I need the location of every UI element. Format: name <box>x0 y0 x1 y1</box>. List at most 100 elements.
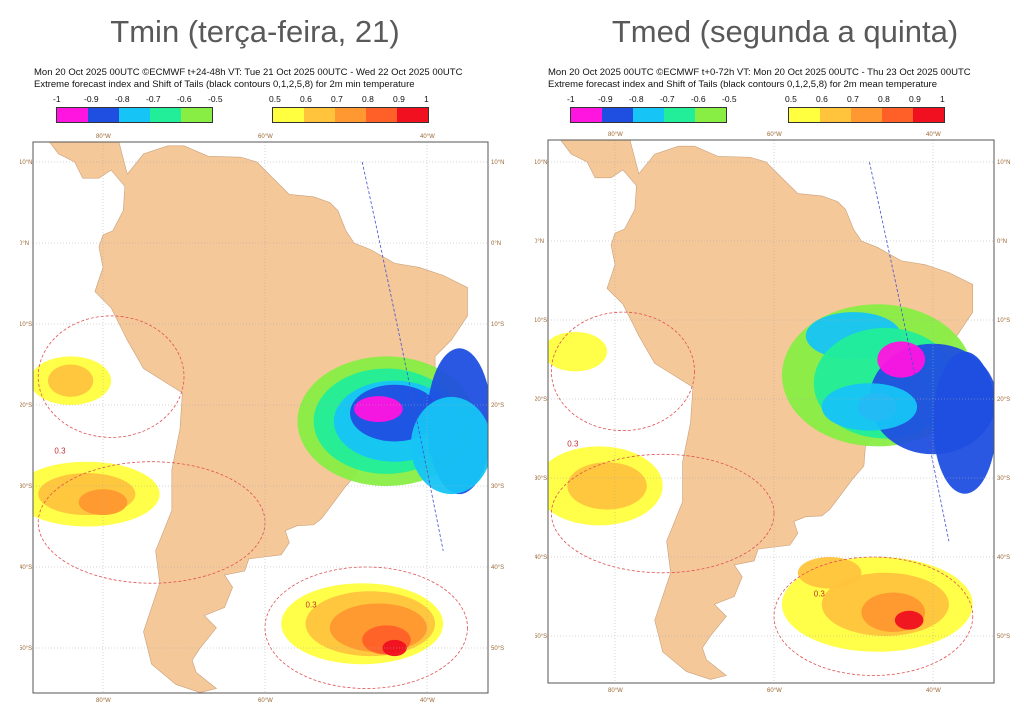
right-warm-colorbar-labels: 0.5 0.6 0.7 0.8 0.9 1 <box>785 94 971 104</box>
left-warm-colorbar-swatch <box>273 108 304 122</box>
left-cold-colorbar-tick-label: -0.7 <box>146 94 161 104</box>
left-cold-colorbar-tick-label: -0.6 <box>177 94 192 104</box>
efi-shaded-area <box>877 341 926 378</box>
right-warm-colorbar-swatch <box>851 108 882 122</box>
efi-shaded-area <box>567 462 647 510</box>
contour-label: 0.3 <box>306 601 318 610</box>
left-warm-colorbar-swatch <box>304 108 335 122</box>
right-warm-colorbar-tick-label: 0.8 <box>878 94 890 104</box>
lat-label: 20°S <box>997 397 1010 403</box>
sot-dashed-contour <box>361 161 444 551</box>
left-cold-colorbar <box>56 107 213 123</box>
lat-label: 10°S <box>997 318 1010 324</box>
left-warm-colorbar-tick-label: 1 <box>424 94 429 104</box>
efi-shaded-area <box>933 351 994 494</box>
right-warm-colorbar-tick-label: 0.5 <box>785 94 797 104</box>
left-cold-colorbar-swatch <box>119 108 150 122</box>
lat-label: 50°S <box>535 634 547 640</box>
lon-label: 40°W <box>420 134 435 140</box>
right-header-line1: Mon 20 Oct 2025 00UTC ©ECMWF t+0-72h VT:… <box>548 67 971 78</box>
sot-dashed-contour <box>37 461 266 584</box>
lat-label: 30°S <box>997 476 1010 482</box>
right-warm-colorbar-tick-label: 0.7 <box>847 94 859 104</box>
lon-label: 60°W <box>258 698 273 704</box>
lat-label: 0°N <box>20 241 29 247</box>
left-cold-colorbar-swatch <box>150 108 181 122</box>
right-warm-colorbar-swatch <box>913 108 944 122</box>
left-warm-colorbar-swatch <box>335 108 366 122</box>
map-frame <box>32 141 489 694</box>
right-cold-colorbar-tick-label: -1 <box>567 94 575 104</box>
left-warm-colorbar-tick-label: 0.6 <box>300 94 312 104</box>
map-frame <box>547 139 995 684</box>
right-cold-colorbar <box>570 107 727 123</box>
left-warm-colorbar-swatch <box>397 108 428 122</box>
contour-label: 0.3 <box>54 447 66 456</box>
right-cold-colorbar-swatch <box>633 108 664 122</box>
right-cold-colorbar-tick-label: -0.7 <box>660 94 675 104</box>
left-cold-colorbar-tick-label: -0.8 <box>115 94 130 104</box>
left-warm-colorbar-swatch <box>366 108 397 122</box>
right-cold-colorbar-swatch <box>695 108 726 122</box>
left-header-line1: Mon 20 Oct 2025 00UTC ©ECMWF t+24-48h VT… <box>34 67 463 78</box>
lat-label: 0°N <box>535 239 544 245</box>
lat-label: 10°S <box>20 322 32 328</box>
lat-label: 0°N <box>491 241 501 247</box>
lat-label: 10°N <box>491 160 504 166</box>
lat-label: 10°N <box>20 160 32 166</box>
left-cold-colorbar-swatch <box>181 108 212 122</box>
lon-label: 60°W <box>767 132 782 138</box>
contour-label: 0.3 <box>567 439 579 448</box>
efi-shaded-area <box>410 396 488 495</box>
left-warm-colorbar-tick-label: 0.8 <box>362 94 374 104</box>
efi-shaded-area <box>821 383 918 431</box>
left-map-title: Tmin (terça-feira, 21) <box>110 14 400 49</box>
left-warm-colorbar-tick-label: 0.5 <box>269 94 281 104</box>
left-header-line2: Extreme forecast index and Shift of Tail… <box>34 79 415 90</box>
lon-label: 60°W <box>767 688 782 693</box>
lat-label: 40°S <box>20 565 32 571</box>
right-cold-colorbar-tick-label: -0.9 <box>598 94 613 104</box>
right-warm-colorbar-swatch <box>789 108 820 122</box>
left-cold-colorbar-tick-label: -0.5 <box>208 94 223 104</box>
right-warm-colorbar-swatch <box>820 108 851 122</box>
lat-label: 50°S <box>491 646 504 652</box>
sot-dashed-contour <box>37 315 185 438</box>
lon-label: 80°W <box>608 688 623 693</box>
right-header-line2: Extreme forecast index and Shift of Tail… <box>548 79 937 90</box>
lon-label: 60°W <box>258 134 273 140</box>
lat-label: 30°S <box>491 484 504 490</box>
left-warm-colorbar-tick-label: 0.7 <box>331 94 343 104</box>
lat-label: 20°S <box>535 397 547 403</box>
lon-label: 80°W <box>96 134 111 140</box>
lat-label: 0°N <box>997 239 1007 245</box>
lat-label: 20°S <box>20 403 32 409</box>
lat-label: 30°S <box>20 484 32 490</box>
lat-label: 10°S <box>535 318 547 324</box>
lat-label: 40°S <box>997 555 1010 561</box>
right-cold-colorbar-tick-label: -0.5 <box>722 94 737 104</box>
left-warm-colorbar-labels: 0.5 0.6 0.7 0.8 0.9 1 <box>269 94 455 104</box>
sot-dashed-contour <box>773 556 974 676</box>
sot-dashed-contour <box>869 161 950 542</box>
left-cold-colorbar-labels: -1 -0.9 -0.8 -0.7 -0.6 -0.5 <box>53 94 239 104</box>
lat-label: 50°S <box>20 646 32 652</box>
lat-label: 10°N <box>997 160 1010 166</box>
left-map: 0.3 0.3 80°W 80°W 60°W 60°W 40°W 40°W 10°N 10°N 0°… <box>20 134 504 704</box>
land-south-america <box>560 140 974 680</box>
right-cold-colorbar-swatch <box>664 108 695 122</box>
left-cold-colorbar-tick-label: -0.9 <box>84 94 99 104</box>
left-cold-colorbar-swatch <box>88 108 119 122</box>
sot-dashed-contour <box>550 453 775 574</box>
lon-label: 80°W <box>96 698 111 704</box>
left-cold-colorbar-swatch <box>57 108 88 122</box>
right-cold-colorbar-tick-label: -0.8 <box>629 94 644 104</box>
efi-shaded-area <box>894 610 924 630</box>
lat-label: 40°S <box>491 565 504 571</box>
lon-label: 80°W <box>608 132 623 138</box>
right-warm-colorbar <box>788 107 945 123</box>
right-warm-colorbar-swatch <box>882 108 913 122</box>
efi-shaded-area <box>354 396 403 423</box>
left-warm-colorbar <box>272 107 429 123</box>
right-cold-colorbar-labels: -1 -0.9 -0.8 -0.7 -0.6 -0.5 <box>567 94 753 104</box>
